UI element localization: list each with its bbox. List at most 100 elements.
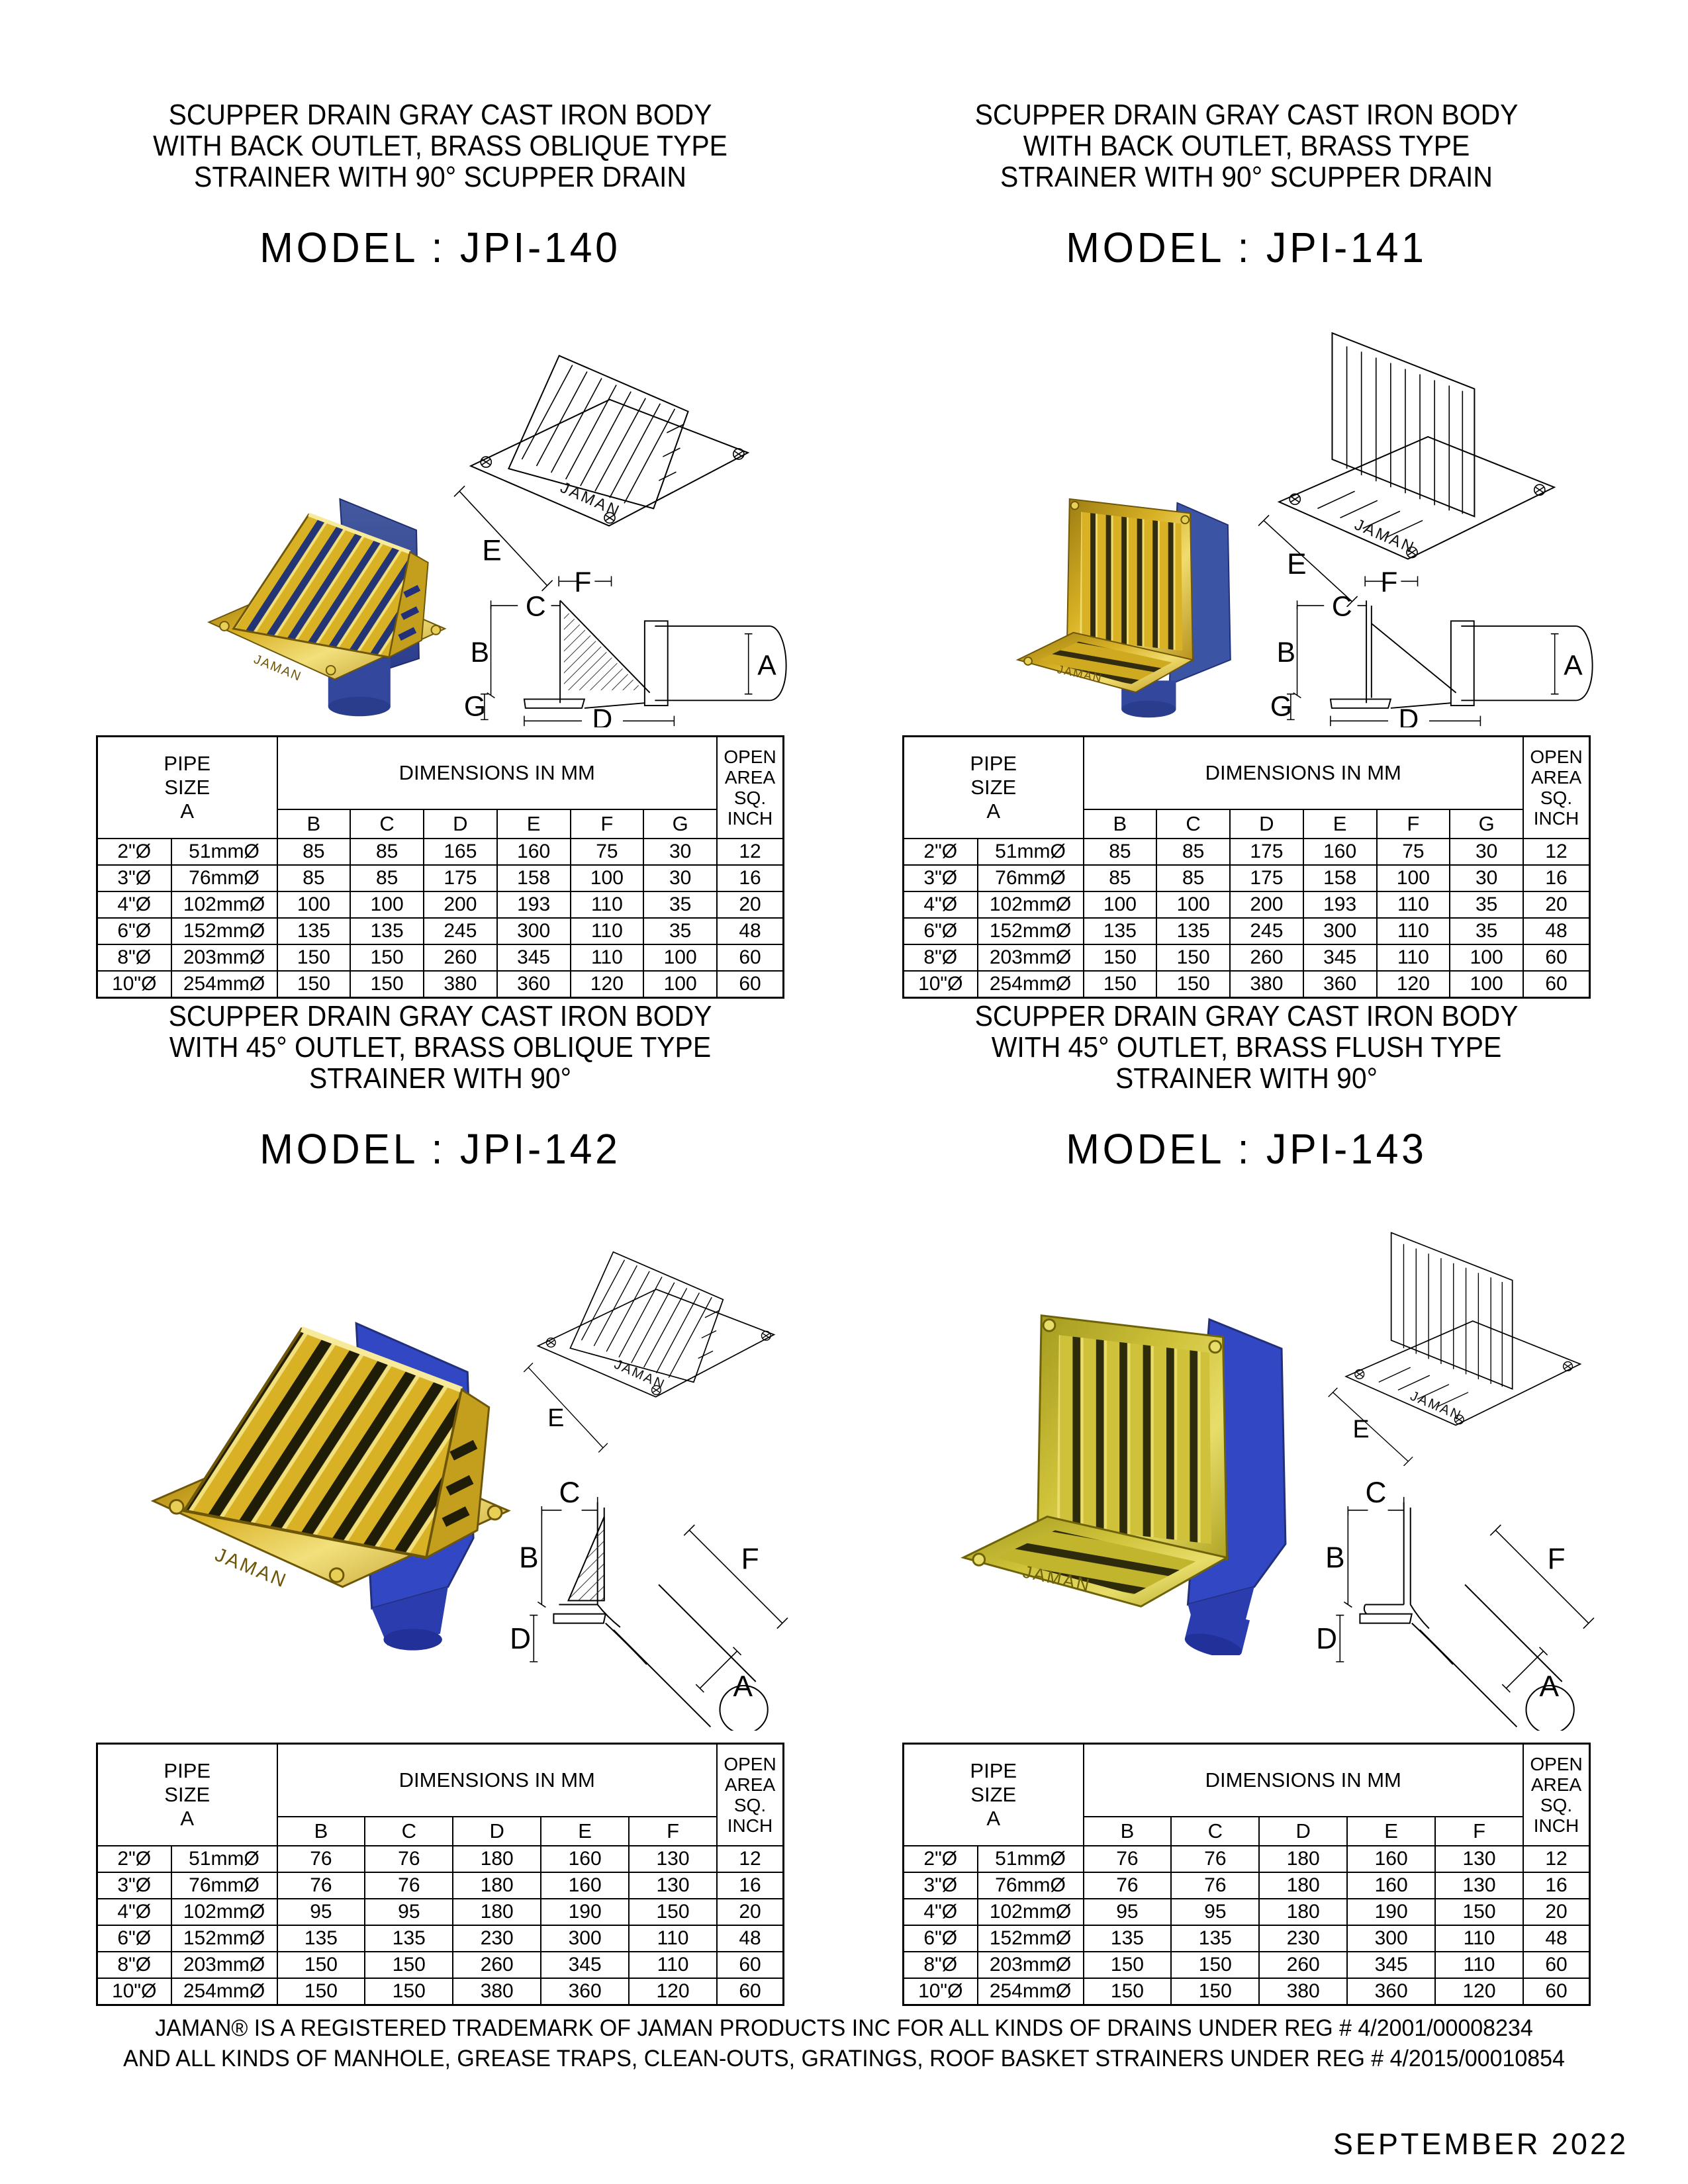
dim-label-a: A <box>757 650 776 682</box>
table-cell: 300 <box>1346 1925 1436 1952</box>
table-cell: 360 <box>540 1978 630 2006</box>
dim-label-e: E <box>482 535 501 567</box>
table-cell: 102mmØ <box>170 1898 278 1926</box>
table-cell: 60 <box>716 1951 784 1979</box>
table-row: 2"Ø 51mmØ 85 85 165 160 75 30 12 <box>96 838 784 866</box>
table-row: 8"Ø 203mmØ 150 150 260 345 110 100 60 <box>96 944 784 972</box>
table-cell: 85 <box>1156 838 1231 866</box>
table-cell: 158 <box>496 864 571 892</box>
table-cell: 16 <box>716 1872 784 1899</box>
trademark-footer: JAMAN® IS A REGISTERED TRADEMARK OF JAMA… <box>25 2013 1663 2074</box>
dim-label-c: C <box>559 1477 580 1509</box>
table-cell: 190 <box>1346 1898 1436 1926</box>
table-cell: 60 <box>716 1978 784 2006</box>
table-cell: 180 <box>1258 1845 1348 1873</box>
table-row: 4"Ø 102mmØ 95 95 180 190 150 20 <box>902 1898 1591 1926</box>
table-cell: 180 <box>1258 1898 1348 1926</box>
open-area-header: OPEN AREA SQ. INCH <box>1523 735 1591 839</box>
trademark-footer-line1: JAMAN® IS A REGISTERED TRADEMARK OF JAMA… <box>155 2015 1533 2041</box>
table-cell: 260 <box>423 944 498 972</box>
dimensions-header: DIMENSIONS IN MM <box>1082 735 1524 810</box>
table-cell: 76mmØ <box>976 864 1084 892</box>
table-cell: 102mmØ <box>170 891 278 919</box>
table-row: 2"Ø 51mmØ 85 85 175 160 75 30 12 <box>902 838 1591 866</box>
table-cell: 3"Ø <box>902 864 978 892</box>
model-heading: MODEL : JPI-143 <box>1066 1125 1427 1173</box>
table-cell: 85 <box>1156 864 1231 892</box>
table-cell: 254mmØ <box>976 1978 1084 2006</box>
table-cell: 380 <box>423 970 498 999</box>
dim-label-d: D <box>592 704 612 727</box>
table-cell: 160 <box>496 838 571 866</box>
table-cell: 12 <box>716 838 784 866</box>
table-cell: 85 <box>350 864 424 892</box>
table-cell: 85 <box>350 838 424 866</box>
figure-area: JAMAN E JAMAN <box>53 295 827 727</box>
product-title: SCUPPER DRAIN GRAY CAST IRON BODY WITH 4… <box>886 1001 1607 1094</box>
col-header-d: D <box>423 809 498 839</box>
table-cell: 160 <box>1346 1872 1436 1899</box>
table-cell: 100 <box>350 891 424 919</box>
table-cell: 76 <box>1170 1845 1260 1873</box>
table-cell: 20 <box>716 1898 784 1926</box>
table-cell: 4"Ø <box>96 1898 172 1926</box>
table-cell: 160 <box>1302 838 1378 866</box>
table-cell: 230 <box>1258 1925 1348 1952</box>
table-cell: 260 <box>1229 944 1304 972</box>
table-cell: 16 <box>1523 864 1591 892</box>
table-cell: 51mmØ <box>170 838 278 866</box>
table-cell: 345 <box>540 1951 630 1979</box>
table-cell: 180 <box>1258 1872 1348 1899</box>
table-cell: 60 <box>1523 1978 1591 2006</box>
product-title-line: WITH 45° OUTLET, BRASS FLUSH TYPE <box>991 1031 1502 1064</box>
section-diagram: C B F D A <box>510 1477 788 1731</box>
dim-label-f: F <box>1548 1543 1566 1575</box>
table-cell: 60 <box>1523 970 1591 999</box>
table-cell: 16 <box>1523 1872 1591 1899</box>
table-cell: 150 <box>364 1951 454 1979</box>
table-cell: 3"Ø <box>96 864 172 892</box>
table-cell: 48 <box>716 1925 784 1952</box>
dimensions-header: DIMENSIONS IN MM <box>276 735 718 810</box>
table-cell: 60 <box>1523 944 1591 972</box>
table-cell: 150 <box>276 970 352 999</box>
table-cell: 30 <box>1449 838 1524 866</box>
table-cell: 150 <box>1082 1978 1172 2006</box>
dim-label-c: C <box>1365 1477 1386 1509</box>
col-header-g: G <box>643 809 718 839</box>
dim-label-g: G <box>464 691 486 723</box>
col-header-g: G <box>1449 809 1524 839</box>
table-row: 3"Ø 76mmØ 85 85 175 158 100 30 16 <box>96 864 784 892</box>
section-diagram: F C B A G D <box>464 567 787 727</box>
table-cell: 360 <box>496 970 571 999</box>
product-title: SCUPPER DRAIN GRAY CAST IRON BODY WITH B… <box>886 99 1607 193</box>
table-cell: 135 <box>276 1925 366 1952</box>
dimensions-header: DIMENSIONS IN MM <box>1082 1743 1524 1817</box>
table-cell: 150 <box>1082 1951 1172 1979</box>
table-cell: 3"Ø <box>902 1872 978 1899</box>
col-header-f: F <box>1376 809 1451 839</box>
table-cell: 95 <box>1170 1898 1260 1926</box>
table-row: 10"Ø 254mmØ 150 150 380 360 120 60 <box>902 1978 1591 2006</box>
table-cell: 254mmØ <box>976 970 1084 999</box>
table-cell: 12 <box>1523 838 1591 866</box>
figure-area: JAMAN E JAMAN C <box>859 1196 1634 1733</box>
col-header-c: C <box>350 809 424 839</box>
dim-label-d: D <box>1398 704 1419 727</box>
table-cell: 6"Ø <box>902 1925 978 1952</box>
product-title-line: STRAINER WITH 90° <box>308 1062 572 1095</box>
table-cell: 100 <box>643 944 718 972</box>
table-cell: 150 <box>276 944 352 972</box>
table-cell: 12 <box>1523 1845 1591 1873</box>
dim-label-c: C <box>1332 591 1352 623</box>
table-cell: 260 <box>1258 1951 1348 1979</box>
table-cell: 12 <box>716 1845 784 1873</box>
product-photo: JAMAN <box>961 1314 1287 1655</box>
dim-label-e: E <box>547 1404 564 1432</box>
dimension-table: PIPE SIZE A DIMENSIONS IN MM OPEN AREA S… <box>902 1743 1591 2006</box>
table-cell: 35 <box>1449 891 1524 919</box>
table-cell: 135 <box>1170 1925 1260 1952</box>
table-cell: 345 <box>496 944 571 972</box>
table-cell: 95 <box>364 1898 454 1926</box>
